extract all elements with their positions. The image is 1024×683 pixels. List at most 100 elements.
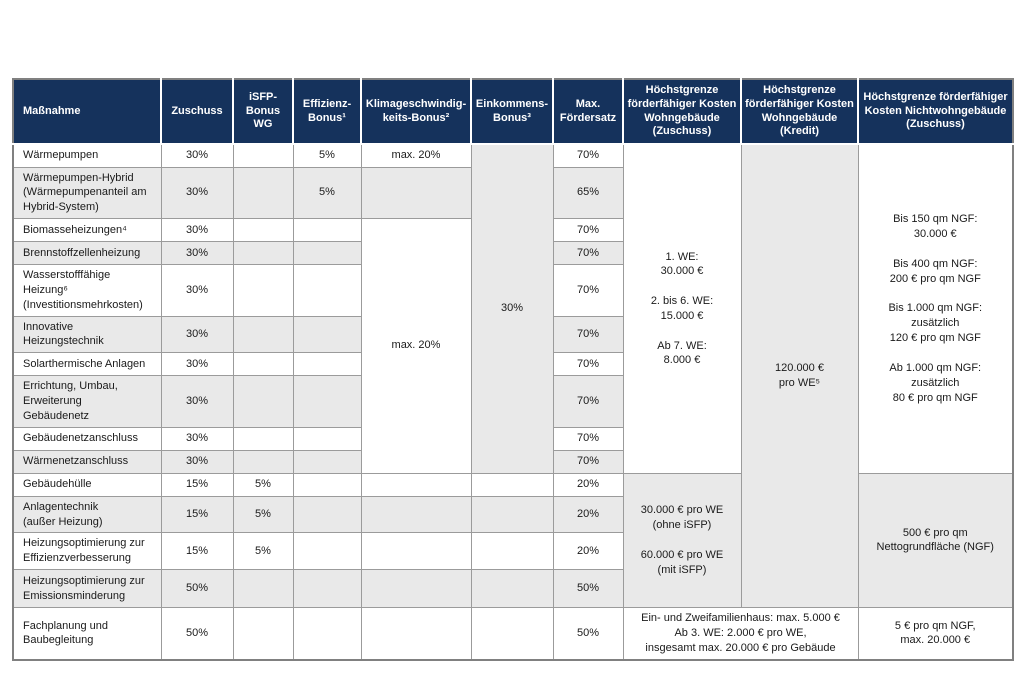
cell-zuschuss: 30% <box>160 166 234 220</box>
cell-max-foerdersatz: 70% <box>552 315 624 354</box>
cell-nwg-zuschuss-merged: Bis 150 qm NGF: 30.000 € Bis 400 qm NGF:… <box>857 143 1014 474</box>
cell-klima-bonus <box>360 495 472 534</box>
cell-klima-bonus <box>360 569 472 609</box>
cell-massnahme: Biomasseheizungen⁴ <box>12 218 162 243</box>
table-row: Gebäudehülle 15% 5% 20% 30.000 € pro WE … <box>12 472 1014 609</box>
cell-isfp-bonus <box>232 143 294 168</box>
cell-max-foerdersatz: 70% <box>552 449 624 474</box>
table-row: Errichtung, Umbau, Erweiterung Gebäudene… <box>12 375 1013 428</box>
cell-massnahme: Gebäudenetzanschluss <box>12 426 162 451</box>
cell-max-foerdersatz: 70% <box>552 218 624 243</box>
cell-isfp-bonus <box>232 375 294 428</box>
cell-einkommens-bonus <box>470 472 554 497</box>
cell-zuschuss: 15% <box>160 472 234 497</box>
cell-nwg-limits-row15: 5 € pro qm NGF, max. 20.000 € <box>857 607 1014 661</box>
cell-einkommens-bonus <box>470 607 554 661</box>
cell-zuschuss: 30% <box>160 315 234 354</box>
cell-klima-bonus <box>360 532 472 571</box>
cell-zuschuss: 15% <box>160 532 234 571</box>
cell-isfp-bonus: 5% <box>232 532 294 571</box>
cell-zuschuss: 30% <box>160 375 234 428</box>
col-header-effizienz-bonus: Effizienz- Bonus¹ <box>292 79 362 145</box>
col-header-isfp-bonus: iSFP- Bonus WG <box>232 79 294 145</box>
cell-massnahme: Wärmepumpen-Hybrid (Wärmepumpenanteil am… <box>12 166 162 220</box>
cell-isfp-bonus <box>232 166 294 220</box>
cell-max-foerdersatz: 70% <box>552 241 624 266</box>
cell-zuschuss: 30% <box>160 264 234 317</box>
cell-massnahme: Fachplanung und Baubegleitung <box>12 607 162 661</box>
cell-wg-zuschuss-merged: 1. WE: 30.000 € 2. bis 6. WE: 15.000 € A… <box>622 143 742 474</box>
table-row: Fachplanung und Baubegleitung 50% 50% Ei… <box>12 607 1014 661</box>
cell-massnahme: Innovative Heizungstechnik <box>12 315 162 354</box>
table-row: Wasserstofffähige Heizung⁶ (Investitions… <box>12 264 1013 317</box>
cell-effizienz-bonus <box>292 241 362 266</box>
cell-max-foerdersatz: 70% <box>552 143 624 168</box>
cell-massnahme: Wärmepumpen <box>12 143 162 168</box>
cell-max-foerdersatz: 20% <box>552 532 624 571</box>
cell-isfp-bonus <box>232 449 294 474</box>
table-row: Wärmepumpen 30% 5% max. 20% 30% 70% 1. W… <box>12 143 1014 609</box>
cell-isfp-bonus <box>232 218 294 243</box>
cell-massnahme: Errichtung, Umbau, Erweiterung Gebäudene… <box>12 375 162 428</box>
cell-wg-kredit-merged: 120.000 € pro WE⁵ <box>740 143 859 609</box>
cell-isfp-bonus <box>232 241 294 266</box>
cell-einkommens-bonus <box>470 569 554 609</box>
cell-massnahme: Gebäudehülle <box>12 472 162 497</box>
cell-effizienz-bonus <box>292 449 362 474</box>
cell-nwg-zuschuss-merged: 500 € pro qm Nettogrundfläche (NGF) <box>857 472 1014 609</box>
cell-massnahme: Wärmenetzanschluss <box>12 449 162 474</box>
cell-isfp-bonus <box>232 569 294 609</box>
cell-effizienz-bonus <box>292 375 362 428</box>
cell-zuschuss: 30% <box>160 449 234 474</box>
cell-massnahme: Anlagentechnik (außer Heizung) <box>12 495 162 534</box>
cell-max-foerdersatz: 65% <box>552 166 624 220</box>
cell-zuschuss: 30% <box>160 218 234 243</box>
cell-max-foerdersatz: 50% <box>552 607 624 661</box>
cell-isfp-bonus: 5% <box>232 495 294 534</box>
cell-einkommens-bonus-merged: 30% <box>470 143 554 474</box>
cell-effizienz-bonus <box>292 426 362 451</box>
cell-max-foerdersatz: 50% <box>552 569 624 609</box>
col-header-einkommens-bonus: Einkommens- Bonus³ <box>470 79 554 145</box>
cell-max-foerdersatz: 70% <box>552 352 624 377</box>
table-row: Heizungsoptimierung zur Emissionsminderu… <box>12 569 1013 609</box>
cell-zuschuss: 50% <box>160 607 234 661</box>
cell-klima-bonus: max. 20% <box>360 143 472 168</box>
cell-zuschuss: 30% <box>160 352 234 377</box>
cell-isfp-bonus: 5% <box>232 472 294 497</box>
col-header-hoechstgrenze-wg-zuschuss: Höchstgrenze förderfähiger Kosten Wohnge… <box>622 79 742 145</box>
cell-massnahme: Wasserstofffähige Heizung⁶ (Investitions… <box>12 264 162 317</box>
cell-isfp-bonus <box>232 264 294 317</box>
table-row: Solarthermische Anlagen 30% 70% <box>12 352 1013 377</box>
cell-effizienz-bonus <box>292 607 362 661</box>
col-header-zuschuss: Zuschuss <box>160 79 234 145</box>
cell-klima-bonus <box>360 607 472 661</box>
cell-massnahme: Heizungsoptimierung zur Effizienzverbess… <box>12 532 162 571</box>
cell-massnahme: Solarthermische Anlagen <box>12 352 162 377</box>
cell-klima-bonus <box>360 166 472 220</box>
col-header-klima-bonus: Klimageschwindig- keits-Bonus² <box>360 79 472 145</box>
cell-max-foerdersatz: 70% <box>552 264 624 317</box>
cell-effizienz-bonus <box>292 352 362 377</box>
cell-zuschuss: 15% <box>160 495 234 534</box>
table-row: Innovative Heizungstechnik 30% 70% <box>12 315 1013 354</box>
cell-zuschuss: 50% <box>160 569 234 609</box>
cell-isfp-bonus <box>232 426 294 451</box>
header-row: Maßnahme Zuschuss iSFP- Bonus WG Effizie… <box>13 79 1013 145</box>
cell-effizienz-bonus <box>292 472 362 497</box>
cell-effizienz-bonus <box>292 218 362 243</box>
cell-max-foerdersatz: 70% <box>552 426 624 451</box>
cell-massnahme: Brennstoffzellenheizung <box>12 241 162 266</box>
cell-effizienz-bonus <box>292 495 362 534</box>
cell-klima-bonus <box>360 472 472 497</box>
cell-isfp-bonus <box>232 352 294 377</box>
col-header-max-foerdersatz: Max. Fördersatz <box>552 79 624 145</box>
cell-einkommens-bonus <box>470 495 554 534</box>
cell-effizienz-bonus <box>292 264 362 317</box>
table-row: Wärmenetzanschluss 30% 70% <box>12 449 1013 474</box>
cell-effizienz-bonus: 5% <box>292 143 362 168</box>
col-header-hoechstgrenze-nwg-zuschuss: Höchstgrenze förderfähiger Kosten Nichtw… <box>857 79 1013 145</box>
table-row: Anlagentechnik (außer Heizung) 15% 5% 20… <box>12 495 1013 534</box>
cell-isfp-bonus <box>232 315 294 354</box>
col-header-hoechstgrenze-wg-kredit: Höchstgrenze förderfähiger Kosten Wohnge… <box>740 79 859 145</box>
